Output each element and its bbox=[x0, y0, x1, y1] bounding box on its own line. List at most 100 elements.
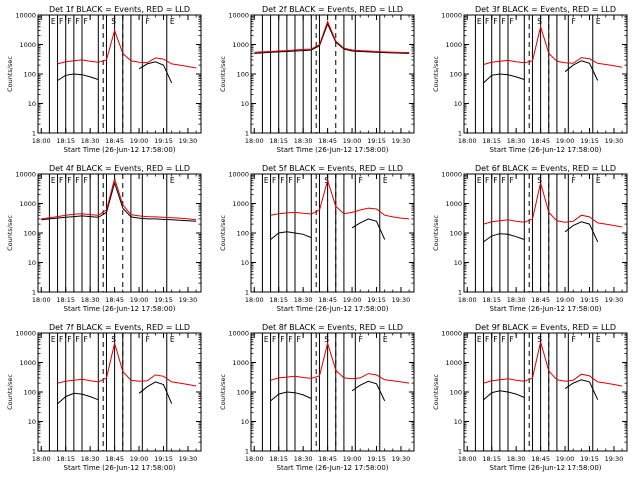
x-tick-label: 18:15 bbox=[269, 455, 288, 463]
flag-label: F bbox=[75, 17, 79, 26]
y-tick-label: 100 bbox=[237, 388, 249, 396]
x-tick-label: 19:00 bbox=[343, 137, 362, 145]
flag-label: F bbox=[493, 176, 497, 185]
y-tick-label: 10 bbox=[28, 100, 36, 108]
flag-label: F bbox=[501, 17, 505, 26]
flag-label: F bbox=[75, 335, 79, 344]
y-axis-label: Counts/sec bbox=[219, 56, 227, 92]
flag-label: S bbox=[324, 176, 329, 185]
x-tick-label: 19:30 bbox=[392, 455, 411, 463]
flag-label: F bbox=[297, 176, 301, 185]
x-tick-label: 19:30 bbox=[605, 296, 624, 304]
x-tick-label: 18:15 bbox=[482, 455, 501, 463]
y-axis-label: Counts/sec bbox=[6, 215, 14, 251]
x-axis-label: Start Time (26-Jun-12 17:58:00) bbox=[277, 146, 389, 154]
flag-label: F bbox=[288, 176, 292, 185]
flag-label: F bbox=[358, 335, 362, 344]
x-tick-label: 18:45 bbox=[105, 296, 124, 304]
flag-label: E bbox=[477, 17, 482, 26]
lld-series-line bbox=[270, 341, 410, 384]
x-tick-label: 19:30 bbox=[605, 455, 624, 463]
flag-label: F bbox=[84, 335, 88, 344]
plot-frame bbox=[37, 14, 202, 134]
y-tick-label: 100 bbox=[24, 70, 36, 78]
flag-label: F bbox=[145, 17, 149, 26]
x-tick-label: 18:45 bbox=[318, 137, 337, 145]
flag-label: F bbox=[493, 335, 497, 344]
flag-label: F bbox=[358, 176, 362, 185]
x-tick-label: 18:30 bbox=[294, 296, 313, 304]
flag-label: F bbox=[571, 17, 575, 26]
lld-series-line bbox=[57, 28, 197, 69]
flag-label: S bbox=[111, 17, 116, 26]
x-tick-label: 18:00 bbox=[245, 455, 264, 463]
y-tick-label: 10000 bbox=[441, 170, 462, 178]
flag-label: F bbox=[501, 176, 505, 185]
panel-title: Det 7f BLACK = Events, RED = LLD bbox=[49, 323, 190, 332]
flag-label: E bbox=[51, 335, 56, 344]
flag-label: F bbox=[571, 176, 575, 185]
flag-label: E bbox=[383, 176, 388, 185]
x-tick-label: 19:30 bbox=[179, 137, 198, 145]
flag-label: F bbox=[510, 176, 514, 185]
x-tick-label: 18:45 bbox=[318, 296, 337, 304]
y-tick-label: 10000 bbox=[15, 329, 36, 337]
x-tick-label: 19:30 bbox=[179, 455, 198, 463]
x-tick-label: 19:15 bbox=[154, 137, 173, 145]
y-tick-label: 10000 bbox=[228, 329, 249, 337]
flag-label: S bbox=[537, 335, 542, 344]
x-tick-label: 19:00 bbox=[556, 296, 575, 304]
x-tick-label: 18:00 bbox=[32, 137, 51, 145]
panel-title: Det 3f BLACK = Events, RED = LLD bbox=[475, 5, 616, 14]
y-tick-label: 10 bbox=[454, 418, 462, 426]
flag-label: F bbox=[67, 17, 71, 26]
flag-label: F bbox=[493, 17, 497, 26]
x-axis-label: Start Time (26-Jun-12 17:58:00) bbox=[64, 305, 176, 313]
lld-series-line bbox=[254, 20, 410, 54]
flag-label: E bbox=[170, 335, 175, 344]
y-axis-label: Counts/sec bbox=[219, 374, 227, 410]
y-tick-label: 1000 bbox=[445, 359, 462, 367]
y-tick-label: 100 bbox=[450, 70, 462, 78]
x-axis-label: Start Time (26-Jun-12 17:58:00) bbox=[490, 305, 602, 313]
x-tick-label: 18:15 bbox=[482, 296, 501, 304]
y-tick-label: 10 bbox=[28, 418, 36, 426]
x-tick-label: 19:00 bbox=[343, 296, 362, 304]
x-tick-label: 19:30 bbox=[605, 137, 624, 145]
x-tick-label: 18:45 bbox=[531, 137, 550, 145]
y-axis-label: Counts/sec bbox=[6, 56, 14, 92]
flag-label: F bbox=[288, 335, 292, 344]
x-tick-label: 18:30 bbox=[81, 455, 100, 463]
lld-series-line bbox=[483, 24, 623, 68]
x-tick-label: 18:30 bbox=[507, 296, 526, 304]
x-tick-label: 19:30 bbox=[392, 137, 411, 145]
y-tick-label: 100 bbox=[237, 70, 249, 78]
y-axis-label: Counts/sec bbox=[432, 374, 440, 410]
y-tick-label: 1 bbox=[245, 447, 249, 455]
x-tick-label: 18:15 bbox=[56, 296, 75, 304]
flag-label: E bbox=[264, 335, 269, 344]
flag-label: F bbox=[485, 176, 489, 185]
flag-label: F bbox=[59, 335, 63, 344]
flag-label: F bbox=[485, 335, 489, 344]
x-tick-label: 18:30 bbox=[507, 455, 526, 463]
y-tick-label: 1 bbox=[32, 129, 36, 137]
plot-frame bbox=[250, 173, 415, 293]
flag-label: F bbox=[510, 335, 514, 344]
y-tick-label: 1000 bbox=[232, 359, 249, 367]
flag-label: F bbox=[501, 335, 505, 344]
x-tick-label: 18:15 bbox=[269, 137, 288, 145]
x-tick-label: 18:00 bbox=[458, 137, 477, 145]
x-tick-label: 19:00 bbox=[130, 296, 149, 304]
lld-series-line bbox=[270, 178, 410, 220]
flag-label: F bbox=[59, 17, 63, 26]
flag-label: E bbox=[596, 176, 601, 185]
x-tick-label: 18:00 bbox=[245, 137, 264, 145]
events-series-line bbox=[41, 181, 197, 222]
y-tick-label: 10000 bbox=[228, 11, 249, 19]
x-tick-label: 18:30 bbox=[507, 137, 526, 145]
x-tick-label: 18:00 bbox=[245, 296, 264, 304]
